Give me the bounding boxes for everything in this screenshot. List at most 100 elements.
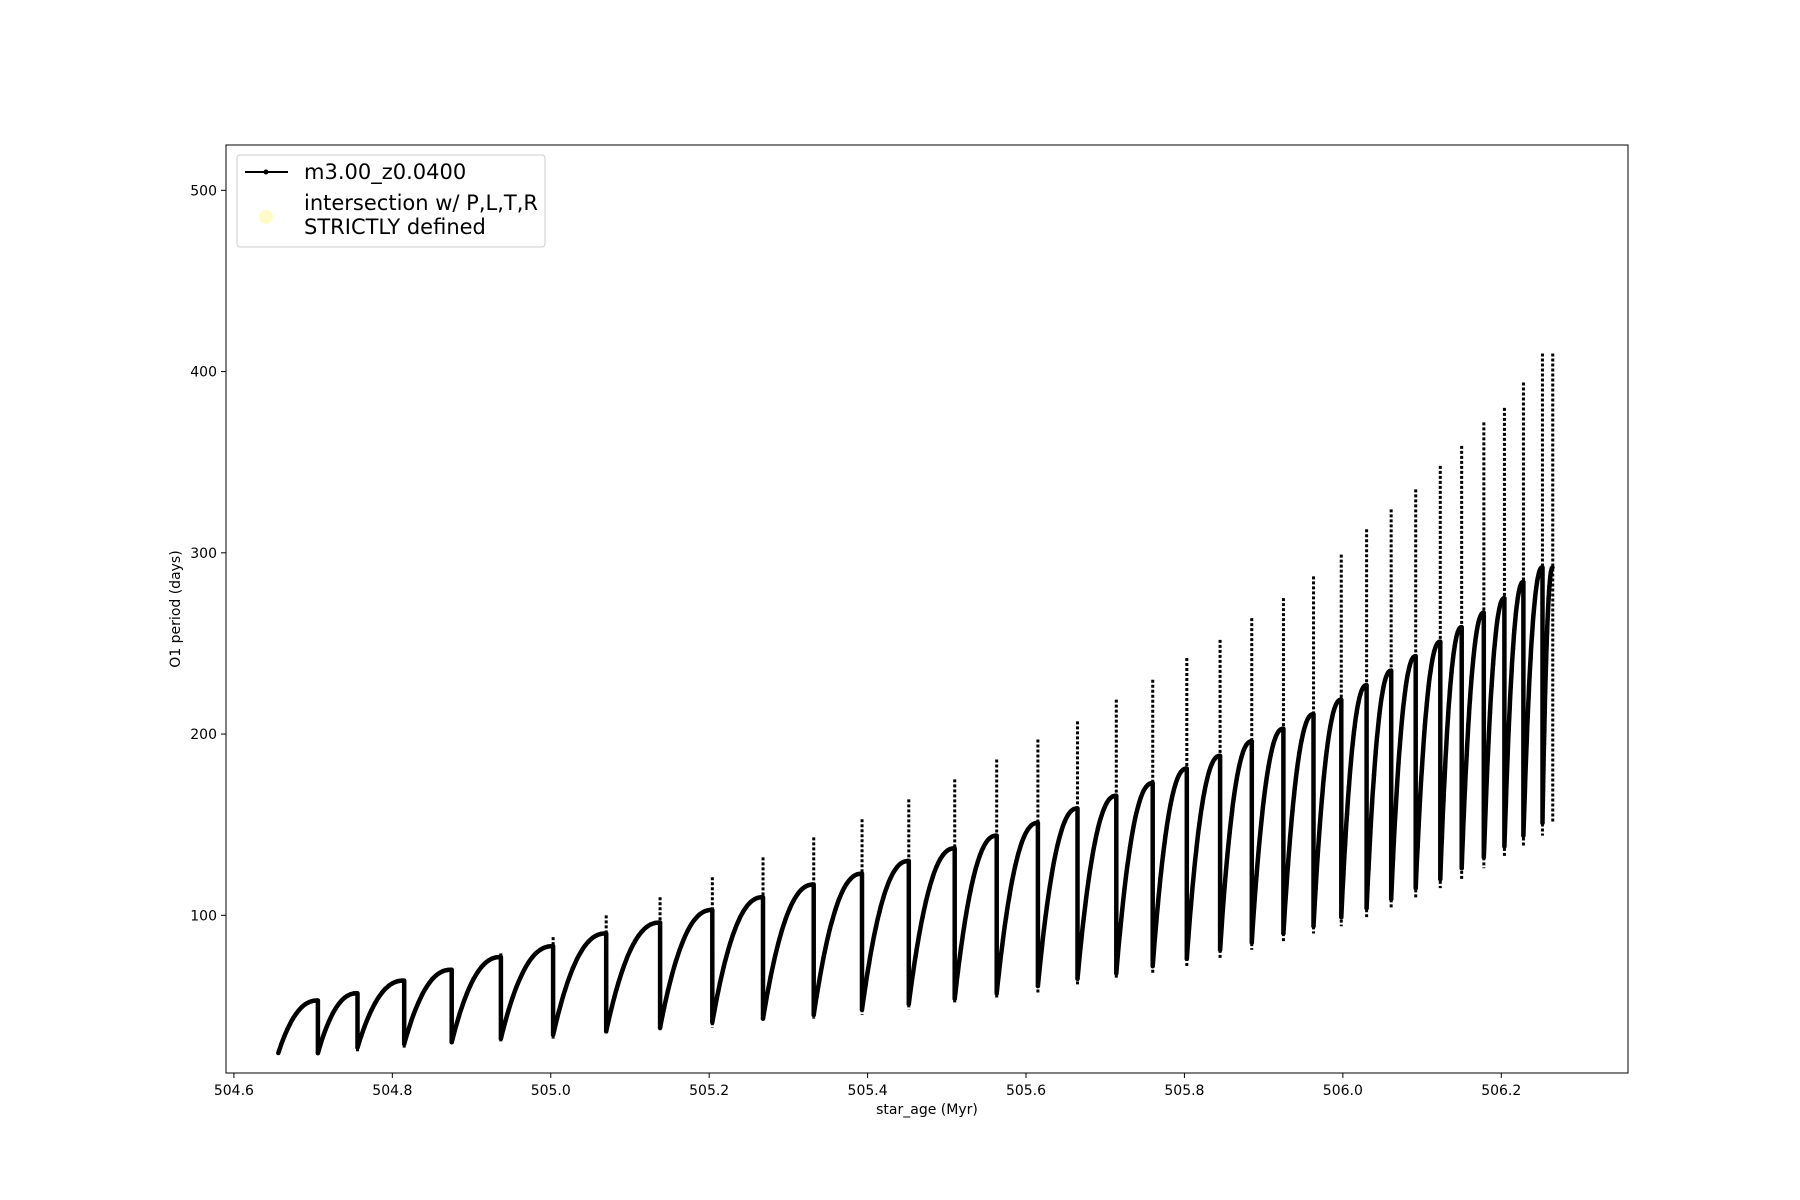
series-point	[1455, 629, 1461, 634]
series-point	[372, 1001, 378, 1006]
series-point	[339, 998, 344, 1003]
series-point	[506, 1007, 511, 1012]
series-point	[1375, 728, 1380, 733]
series-point	[729, 937, 734, 942]
series-point	[1013, 863, 1018, 869]
series-point	[1176, 774, 1181, 779]
series-point	[1449, 670, 1454, 675]
series-point	[887, 876, 893, 882]
x-tick-label: 505.6	[1006, 1083, 1046, 1099]
series-point	[1028, 823, 1033, 829]
series-point	[1471, 656, 1476, 661]
series-point	[537, 947, 543, 953]
series-point	[1490, 661, 1496, 666]
series-point	[369, 1007, 374, 1013]
series-point	[1426, 683, 1431, 689]
series-point	[430, 976, 435, 981]
series-point	[608, 1011, 613, 1016]
series-point	[1323, 754, 1329, 760]
series-point	[1273, 735, 1278, 740]
series-point	[1405, 672, 1410, 677]
series-point	[1379, 697, 1384, 702]
series-point	[1469, 675, 1474, 680]
series-point	[1394, 789, 1399, 794]
legend-yellow-marker	[259, 210, 273, 224]
series-point	[1369, 800, 1375, 805]
y-tick-label: 500	[190, 183, 217, 199]
series-point	[927, 885, 932, 890]
series-point	[1016, 851, 1021, 856]
series-point	[1534, 585, 1539, 590]
series-point	[514, 984, 519, 989]
y-tick-label: 200	[190, 727, 217, 743]
series-point	[390, 981, 395, 986]
series-point	[475, 970, 480, 975]
series-point	[1392, 821, 1398, 826]
series-point	[333, 1006, 338, 1011]
series-point	[1489, 683, 1494, 689]
series-point	[574, 956, 580, 962]
series-point	[1256, 845, 1262, 850]
series-point	[594, 933, 600, 938]
series-point	[1095, 826, 1101, 831]
series-point	[276, 1050, 281, 1056]
series-point	[1321, 774, 1327, 779]
series-point	[1136, 803, 1141, 809]
series-point	[984, 840, 989, 845]
series-point	[1107, 796, 1112, 802]
series-point	[733, 926, 738, 931]
series-point	[533, 950, 539, 956]
series-point	[826, 933, 831, 939]
series-point	[321, 1032, 326, 1037]
x-tick-label: 504.6	[214, 1083, 254, 1099]
series-point	[1239, 754, 1244, 760]
series-point	[748, 900, 753, 905]
series-point	[1441, 798, 1446, 803]
series-point	[1377, 711, 1382, 716]
series-point	[1515, 599, 1520, 604]
series-point	[376, 995, 381, 1000]
series-point	[1531, 613, 1536, 618]
series-point	[324, 1024, 329, 1029]
series-point	[920, 914, 925, 920]
series-point	[704, 908, 710, 913]
series-point	[1486, 740, 1491, 745]
series-point	[464, 992, 469, 997]
series-point	[1062, 819, 1067, 824]
series-point	[405, 1029, 410, 1035]
series-point	[1371, 773, 1377, 778]
series-point	[482, 961, 488, 966]
series-point	[393, 979, 399, 984]
series-point	[1202, 790, 1207, 795]
series-point	[877, 909, 882, 914]
series-point	[1165, 816, 1171, 821]
series-point	[1133, 815, 1138, 820]
series-point	[1204, 778, 1210, 783]
series-point	[362, 1024, 367, 1029]
series-point	[590, 935, 596, 940]
series-point	[1330, 714, 1335, 719]
series-point	[916, 932, 922, 938]
series-point	[1356, 700, 1361, 705]
series-point	[1342, 842, 1348, 847]
series-point	[1407, 663, 1412, 669]
series-point	[545, 944, 551, 949]
series-point	[987, 836, 992, 841]
series-point	[1053, 851, 1058, 856]
series-point	[648, 922, 653, 927]
series-point	[419, 992, 425, 998]
series-point	[1400, 715, 1405, 720]
x-tick-label: 505.0	[531, 1083, 571, 1099]
series-point	[1199, 804, 1205, 810]
series-point	[1419, 776, 1424, 781]
series-point	[1513, 611, 1519, 617]
series-point	[818, 968, 824, 974]
series-point	[713, 999, 719, 1004]
series-point	[652, 920, 657, 926]
series-point	[1116, 939, 1122, 945]
series-point	[1524, 749, 1529, 755]
series-point	[1422, 723, 1428, 728]
series-point	[1288, 834, 1293, 839]
series-point	[941, 852, 946, 857]
series-point	[822, 950, 827, 955]
